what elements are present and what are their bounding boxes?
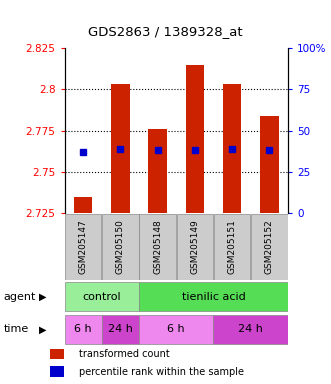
Text: ▶: ▶ [39, 324, 47, 334]
Text: agent: agent [3, 291, 36, 302]
Text: transformed count: transformed count [79, 349, 170, 359]
FancyBboxPatch shape [177, 214, 213, 280]
FancyBboxPatch shape [65, 314, 102, 344]
Text: ▶: ▶ [39, 291, 47, 302]
Text: 24 h: 24 h [108, 324, 133, 334]
Bar [186, 65, 204, 213]
Text: GSM205152: GSM205152 [265, 219, 274, 274]
Text: 6 h: 6 h [167, 324, 185, 334]
FancyBboxPatch shape [213, 314, 288, 344]
Text: tienilic acid: tienilic acid [182, 291, 245, 302]
FancyBboxPatch shape [251, 214, 288, 280]
Text: control: control [82, 291, 121, 302]
FancyBboxPatch shape [214, 214, 250, 280]
Text: GSM205148: GSM205148 [153, 219, 162, 274]
Bar [148, 129, 167, 213]
Text: GDS2863 / 1389328_at: GDS2863 / 1389328_at [88, 25, 243, 38]
Text: GSM205147: GSM205147 [79, 219, 88, 274]
Text: GSM205149: GSM205149 [190, 219, 199, 274]
FancyBboxPatch shape [102, 214, 139, 280]
Text: 6 h: 6 h [74, 324, 92, 334]
FancyBboxPatch shape [65, 282, 139, 311]
FancyBboxPatch shape [139, 282, 288, 311]
Text: percentile rank within the sample: percentile rank within the sample [79, 366, 244, 377]
Bar [223, 84, 241, 213]
Text: GSM205151: GSM205151 [228, 219, 237, 274]
Bar [50, 366, 64, 377]
Text: 24 h: 24 h [238, 324, 263, 334]
Bar [74, 197, 92, 213]
Text: GSM205150: GSM205150 [116, 219, 125, 274]
Bar [260, 116, 279, 213]
FancyBboxPatch shape [65, 214, 101, 280]
Bar [50, 349, 64, 359]
Text: time: time [3, 324, 28, 334]
FancyBboxPatch shape [139, 214, 176, 280]
FancyBboxPatch shape [102, 314, 139, 344]
FancyBboxPatch shape [139, 314, 213, 344]
Bar [111, 84, 130, 213]
